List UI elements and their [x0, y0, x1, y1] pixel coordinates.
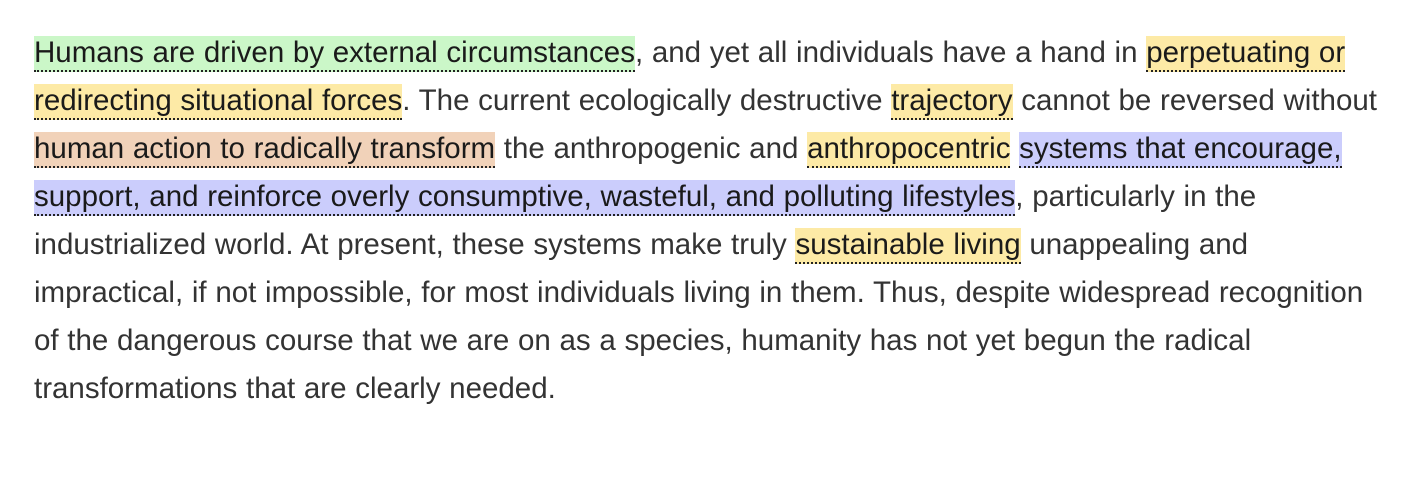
plain-text: . The current ecologically destructive [402, 84, 892, 117]
highlight-yellow-phrase[interactable]: sustainable living [795, 228, 1021, 264]
plain-text: the anthropogenic and [495, 132, 808, 165]
plain-text: unappealing and impractical, if not impo… [34, 228, 1364, 405]
highlight-green-phrase[interactable]: Humans are driven by external circumstan… [34, 36, 635, 72]
plain-text [1010, 132, 1019, 165]
plain-text: cannot be reversed without [1012, 84, 1377, 117]
plain-text: , particularly in the industrialized wor… [34, 180, 1257, 261]
highlight-yellow-phrase[interactable]: anthropocentric [807, 132, 1011, 168]
annotated-paragraph: Humans are driven by external circumstan… [34, 29, 1384, 413]
highlight-yellow-phrase[interactable]: trajectory [891, 84, 1013, 120]
plain-text: , and yet all individuals have a hand in [634, 36, 1147, 69]
highlight-orange-phrase[interactable]: human action to radically transform [34, 132, 496, 168]
